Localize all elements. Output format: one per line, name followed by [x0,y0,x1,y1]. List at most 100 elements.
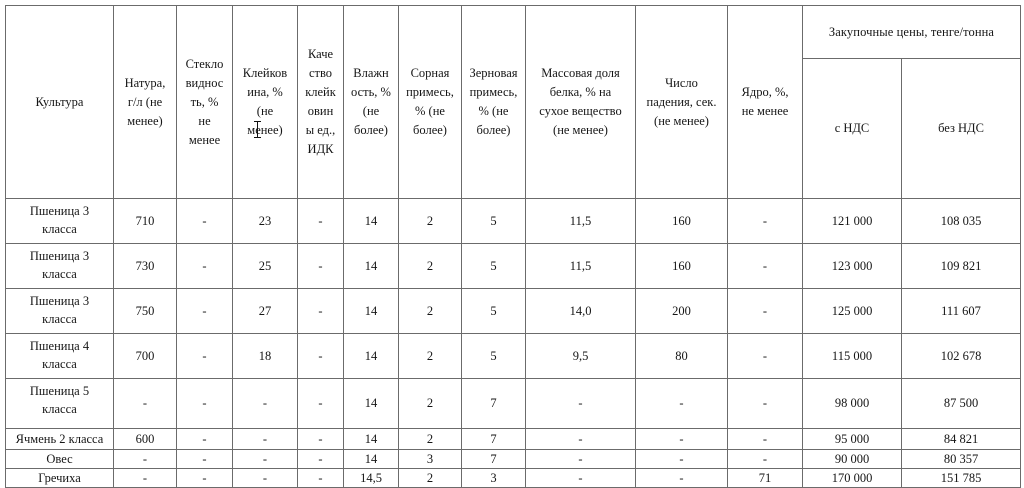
cell-culture-line-0: Пшеница 3 [29,249,90,263]
cell-culture: Пшеница 3 класса [5,243,114,289]
cell-belok: 14,0 [525,288,636,334]
group-header-purchase-prices: Закупочные цены, тенге/тонна [802,5,1021,59]
cell-natura: 600 [113,428,177,450]
col-header-belok-line-2: сухое вещество [539,104,622,118]
col-header-zernovaya-line-1: примесь, [469,85,518,99]
cell-kleikovina: 25 [232,243,298,289]
cell-vlazhnost: 14,5 [343,468,399,488]
cell-chislo-padeniya: 80 [635,333,728,379]
cell-natura: 730 [113,243,177,289]
cell-steklovidnost: - [176,243,233,289]
cell-price-with-vat: 95 000 [802,428,902,450]
cell-natura: - [113,468,177,488]
cell-zernovaya: 7 [461,448,526,470]
cell-sornaya: 2 [398,288,462,334]
table-row: Гречиха - - - - 14,5 2 3 - - 71 170 000 … [5,468,1021,488]
cell-kachestvo: - [297,198,344,244]
cell-steklovidnost: - [176,378,233,429]
cell-steklovidnost: - [176,468,233,488]
cell-price-without-vat: 111 607 [901,288,1021,334]
col-header-belok-line-0: Массовая доля [541,66,620,80]
cell-price-without-vat: 102 678 [901,333,1021,379]
table-body: Пшеница 3 класса 710 - 23 - 14 2 5 11,5 … [5,198,1021,488]
cell-price-without-vat: 151 785 [901,468,1021,488]
cell-kachestvo: - [297,468,344,488]
cell-culture: Пшеница 5 класса [5,378,114,429]
col-header-kleikovina-line-1: ина, % [247,85,283,99]
cell-culture-line-1: класса [42,357,77,372]
cell-belok: - [525,378,636,429]
cell-kachestvo: - [297,288,344,334]
cell-culture-line-0: Пшеница 3 [29,204,90,218]
col-header-yadro: Ядро, %, не менее [727,5,803,199]
cell-kleikovina: - [232,468,298,488]
cell-natura: - [113,448,177,470]
col-header-sornaya-line-0: Сорная [410,66,450,80]
table-row: Пшеница 3 класса 710 - 23 - 14 2 5 11,5 … [5,198,1021,244]
cell-kleikovina: 23 [232,198,298,244]
cell-price-without-vat: 87 500 [901,378,1021,429]
cell-price-with-vat: 125 000 [802,288,902,334]
cell-chislo-padeniya: - [635,468,728,488]
col-header-steklovidnost: Стекло виднос ть, % не менее [176,5,233,199]
col-header-vlazhnost: Влажн ость, % (не более) [343,5,399,199]
cell-culture-line-0: Пшеница 3 [29,294,90,308]
cell-culture: Пшеница 3 класса [5,198,114,244]
cell-vlazhnost: 14 [343,198,399,244]
table-row: Пшеница 3 класса 750 - 27 - 14 2 5 14,0 … [5,288,1021,334]
cell-steklovidnost: - [176,288,233,334]
col-header-sornaya-line-2: % (не [415,104,445,118]
cell-zernovaya: 7 [461,378,526,429]
cell-natura: 750 [113,288,177,334]
col-header-chislo-padeniya: Число падения, сек. (не менее) [635,5,728,199]
cell-kachestvo: - [297,428,344,450]
cell-natura: 710 [113,198,177,244]
col-header-vlazhnost-line-1: ость, % [351,85,391,99]
col-header-steklovidnost-line-0: Стекло [185,56,224,71]
cell-price-with-vat: 90 000 [802,448,902,470]
cell-price-with-vat: 170 000 [802,468,902,488]
cell-culture-line-0: Пшеница 5 [29,384,90,398]
cell-vlazhnost: 14 [343,378,399,429]
cell-yadro: - [727,243,803,289]
cell-chislo-padeniya: 200 [635,288,728,334]
cell-culture: Овес [5,448,114,470]
cell-vlazhnost: 14 [343,288,399,334]
header-row-top: Культура Натура, г/л (не менее) Стекло в… [5,5,1021,199]
header-row-sub: с НДС без НДС [6,58,1021,199]
cell-steklovidnost: - [176,198,233,244]
col-header-kleikovina-line-3: менее) [247,123,283,137]
cell-kleikovina: - [232,428,298,450]
cell-sornaya: 2 [398,333,462,379]
col-header-kachestvo-line-0: Каче [307,47,334,61]
col-header-steklovidnost-line-4: менее [188,132,221,147]
col-header-yadro-line-1: не менее [741,104,789,118]
text-cursor-icon [254,121,261,138]
col-header-vlazhnost-line-3: более) [354,123,388,137]
cell-chislo-padeniya: - [635,428,728,450]
cell-culture: Пшеница 3 класса [5,288,114,334]
cell-vlazhnost: 14 [343,333,399,379]
cell-price-with-vat: 98 000 [802,378,902,429]
cell-steklovidnost: - [176,333,233,379]
col-header-kachestvo-line-5: ИДК [307,142,334,156]
col-header-zernovaya-line-3: более) [476,123,511,137]
cell-sornaya: 2 [398,243,462,289]
col-header-kachestvo-line-4: ы ед., [305,123,336,137]
col-header-natura-line-1: г/л (не [127,94,163,109]
table-row: Пшеница 5 класса - - - - 14 2 7 - - - 98… [5,378,1021,429]
col-header-chislo-line-0: Число [665,75,698,90]
col-header-vlazhnost-line-0: Влажн [353,66,389,80]
cell-steklovidnost: - [176,428,233,450]
cell-belok: - [525,428,636,450]
cell-sornaya: 2 [398,198,462,244]
col-header-yadro-line-0: Ядро, %, [741,85,789,99]
col-header-steklovidnost-line-2: ть, % [190,94,219,109]
cell-kleikovina: 27 [232,288,298,334]
col-header-kachestvo-kleikoviny: Каче ство клейк овин ы ед., ИДК [297,5,344,199]
cell-price-without-vat: 108 035 [901,198,1021,244]
cell-sornaya: 2 [398,378,462,429]
cell-steklovidnost: - [176,448,233,470]
cell-zernovaya: 5 [461,198,526,244]
cell-belok: - [525,448,636,470]
